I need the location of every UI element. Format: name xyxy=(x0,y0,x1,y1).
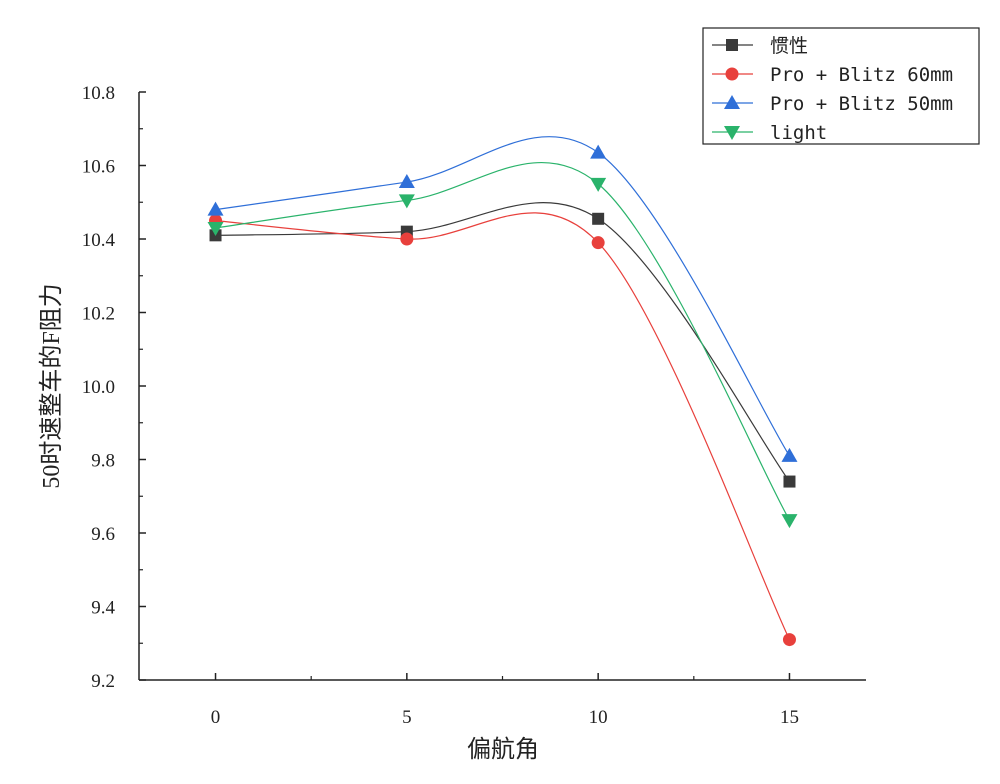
legend-marker xyxy=(726,39,738,51)
data-point xyxy=(207,221,224,236)
legend-box xyxy=(702,27,980,145)
data-point xyxy=(592,212,605,225)
legend-label: Pro + Blitz 60mm xyxy=(770,64,953,86)
data-point xyxy=(207,201,224,216)
data-point xyxy=(781,514,798,529)
series-group xyxy=(207,136,798,647)
legend-marker xyxy=(725,67,739,81)
data-point xyxy=(781,447,798,462)
y-tick-label: 10.0 xyxy=(82,377,115,398)
y-tick-label: 9.8 xyxy=(91,451,115,472)
data-point xyxy=(591,236,605,250)
legend: 惯性 Pro + Blitz 60mm Pro + Blitz 50mm light xyxy=(702,27,980,145)
y-tick-label: 10.2 xyxy=(82,304,115,325)
x-axis-title: 偏航角 xyxy=(467,736,539,763)
x-tick-label: 10 xyxy=(589,707,608,728)
legend-label: 惯性 xyxy=(770,35,808,57)
legend-marker xyxy=(724,126,740,140)
y-tick-label: 9.6 xyxy=(91,524,115,545)
y-tick-label: 9.4 xyxy=(91,598,115,619)
series-line xyxy=(215,212,791,640)
series-2 xyxy=(207,136,798,462)
y-tick-label: 9.2 xyxy=(91,671,115,692)
axes xyxy=(138,92,866,681)
data-point xyxy=(590,144,607,159)
series-1 xyxy=(209,212,796,647)
series-line xyxy=(215,202,790,482)
x-tick-label: 5 xyxy=(402,707,412,728)
data-point xyxy=(400,232,414,246)
x-tick-label: 0 xyxy=(211,707,221,728)
legend-label: Pro + Blitz 50mm xyxy=(770,93,953,115)
data-point xyxy=(590,177,607,192)
ticks: 9.2 9.4 9.6 9.8 10.0 10.2 10.4 10.6 10.8 0 5 10 15 xyxy=(82,83,799,728)
y-tick-label: 10.4 xyxy=(82,230,116,251)
data-point xyxy=(398,194,415,209)
legend-label: light xyxy=(770,122,827,144)
y-axis-title: 50时速整车的F阻力 xyxy=(38,283,65,488)
series-line xyxy=(215,136,790,457)
x-tick-label: 15 xyxy=(780,707,799,728)
y-tick-label: 10.6 xyxy=(82,157,115,178)
legend-marker xyxy=(724,95,740,109)
series-3 xyxy=(207,162,798,529)
data-point xyxy=(783,475,796,488)
data-point xyxy=(782,633,796,647)
series-line xyxy=(215,162,790,521)
data-point xyxy=(398,174,415,189)
y-tick-label: 10.8 xyxy=(82,83,115,104)
